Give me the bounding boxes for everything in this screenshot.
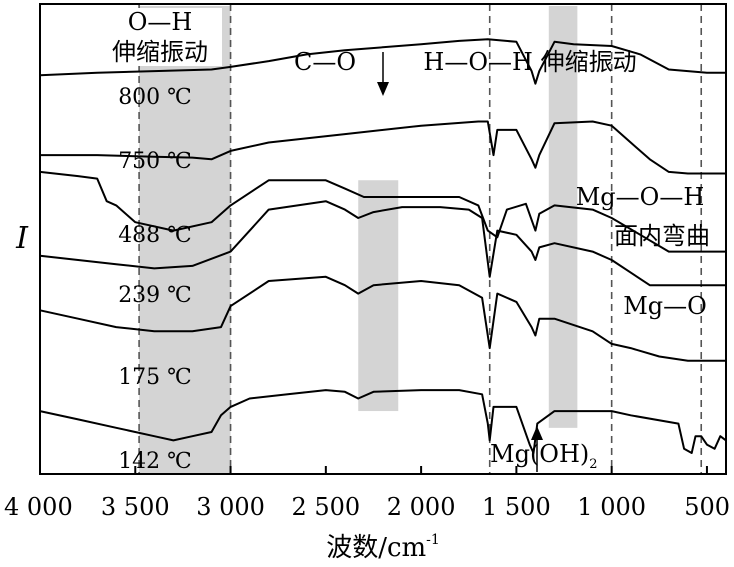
series-line [39,389,727,454]
annotation-mgoh2: Mg(OH)2 [490,440,598,472]
x-tick-label: 3 500 [101,493,170,521]
y-axis-label: I [15,221,29,256]
series-label-175: 175 ℃ [118,365,192,390]
shaded-band [139,6,231,474]
series-line [39,200,726,287]
mgoh2-arrow-head [531,426,543,440]
x-tick-label: 2 000 [387,493,456,521]
x-tick-label: 2 500 [291,493,360,521]
annotation-oh-stretch-2: 伸缩振动 [112,38,208,66]
annotation-oh-stretch-1: O—H [128,8,193,36]
x-tick-label: 3 000 [196,493,265,521]
x-tick-label: 1 000 [577,493,646,521]
x-tick-label: 500 [684,493,730,521]
series-label-800: 800 ℃ [118,85,192,110]
annotation-co: C—O [294,48,356,76]
series-label-750: 750 ℃ [118,149,192,174]
shaded-band [548,6,578,428]
x-tick-label: 4 000 [4,493,73,521]
series-line [39,170,726,253]
series-label-488: 488 ℃ [118,223,192,248]
series-label-239: 239 ℃ [118,283,192,308]
x-axis-label: 波数/cm-1 [326,532,440,563]
series-line [40,120,726,175]
annotation-backdrop [98,8,222,66]
annotation-mgoh-1: Mg—O—H [576,183,705,211]
annotation-mgo: Mg—O [623,292,707,320]
x-tick-label: 1 500 [482,493,551,521]
series-label-142: 142 ℃ [118,449,192,474]
series-line [39,38,726,85]
shaded-band [358,180,399,412]
annotation-hoh: H—O—H 伸缩振动 [423,48,636,76]
plot-frame [39,3,727,475]
annotation-mgoh-2: 面内弯曲 [614,222,710,250]
co-arrow-head [377,82,389,96]
series-line [39,275,726,362]
